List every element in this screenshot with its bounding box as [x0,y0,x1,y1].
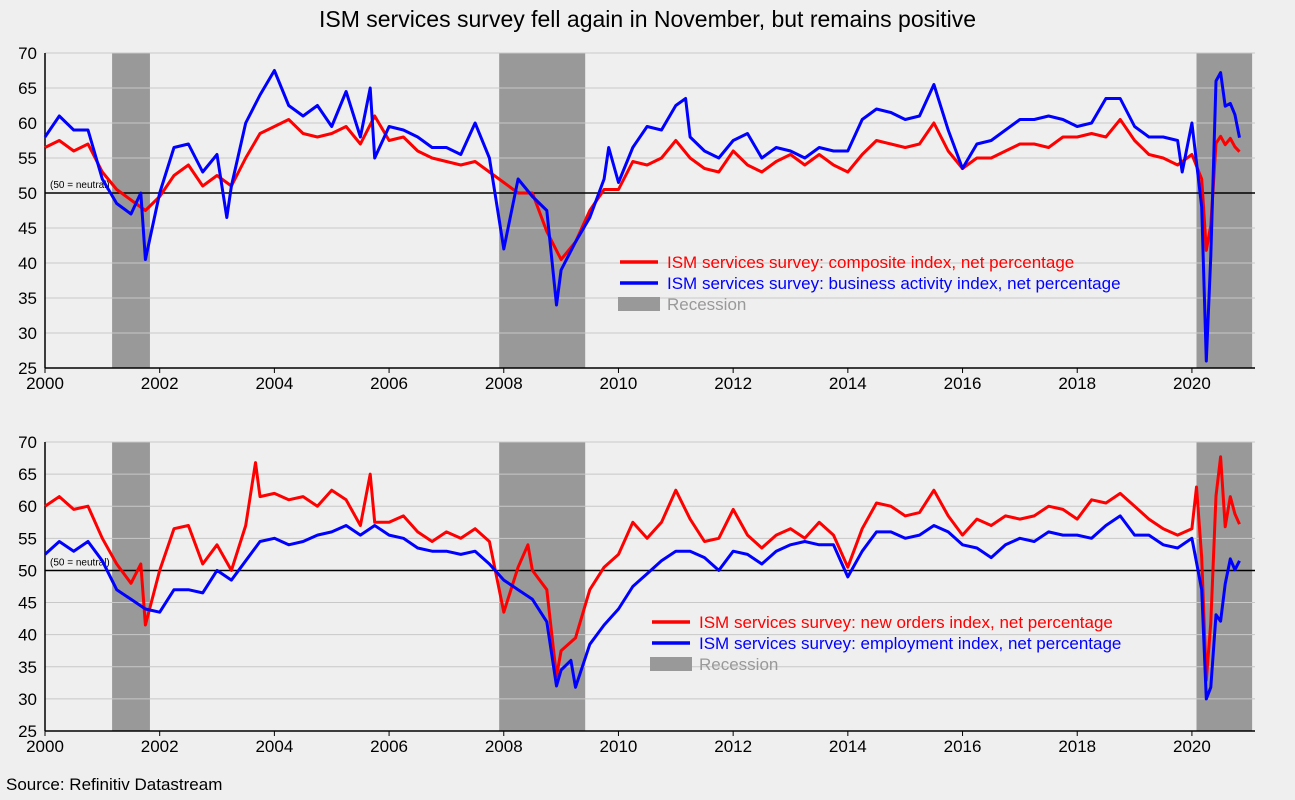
y-tick-label: 35 [18,289,37,308]
x-tick-label: 2014 [829,374,867,393]
recession-band [112,442,150,731]
series-line-red [44,455,1241,682]
x-tick-label: 2018 [1058,374,1096,393]
y-tick-label: 50 [18,184,37,203]
legend-swatch-recession [618,297,660,311]
y-tick-label: 65 [18,79,37,98]
legend-label: Recession [667,295,746,314]
chart-title: ISM services survey fell again in Novemb… [318,6,977,32]
x-tick-label: 2002 [141,374,179,393]
x-tick-label: 2010 [600,737,638,756]
source-note: Source: Refinitiv Datastream [6,775,223,794]
y-tick-label: 45 [18,594,37,613]
x-tick-label: 2004 [255,374,293,393]
y-tick-label: 25 [18,359,37,378]
series-line-blue [43,514,1241,701]
legend-label: ISM services survey: composite index, ne… [667,253,1074,272]
x-tick-label: 2004 [255,737,293,756]
series-line-red [44,114,1241,261]
y-tick-label: 55 [18,149,37,168]
y-tick-label: 70 [18,44,37,63]
legend-label: ISM services survey: employment index, n… [699,634,1121,653]
x-tick-label: 2008 [485,374,523,393]
x-tick-label: 2012 [714,374,752,393]
x-tick-label: 2014 [829,737,867,756]
y-tick-label: 25 [18,722,37,741]
x-tick-label: 2006 [370,737,408,756]
x-tick-label: 2020 [1173,737,1211,756]
x-tick-label: 2000 [26,737,64,756]
bottom-chart-panel: 70 65 60 55 50 45 40 35 30 25 (50 = neutral) 2000 20… [18,433,1255,756]
y-tick-label: 35 [18,658,37,677]
x-tick-label: 2006 [370,374,408,393]
series-line-blue [43,69,1241,363]
y-tick-label: 30 [18,324,37,343]
x-tick-label: 2002 [141,737,179,756]
y-tick-label: 60 [18,497,37,516]
x-tick-label: 2016 [944,374,982,393]
x-tick-label: 2000 [26,374,64,393]
legend-swatch-recession [650,657,692,671]
y-tick-label: 70 [18,433,37,452]
x-tick-label: 2016 [944,737,982,756]
x-tick-label: 2018 [1058,737,1096,756]
x-tick-label: 2008 [485,737,523,756]
y-tick-label: 65 [18,465,37,484]
y-tick-label: 60 [18,114,37,133]
neutral-label: (50 = neutral) [50,180,110,191]
y-tick-label: 40 [18,254,37,273]
neutral-label: (50 = neutral) [50,557,110,568]
y-tick-label: 55 [18,529,37,548]
y-tick-label: 45 [18,219,37,238]
legend-label: ISM services survey: business activity i… [667,274,1121,293]
recession-band [499,53,586,368]
y-tick-label: 50 [18,561,37,580]
legend-label: ISM services survey: new orders index, n… [699,613,1113,632]
legend-label: Recession [699,655,778,674]
top-chart-panel: 70 65 60 55 50 45 40 35 30 25 (50 = neutral) 2000 20… [18,44,1255,393]
y-tick-label: 40 [18,626,37,645]
y-tick-label: 30 [18,690,37,709]
x-tick-label: 2020 [1173,374,1211,393]
x-tick-label: 2010 [600,374,638,393]
x-tick-label: 2012 [714,737,752,756]
